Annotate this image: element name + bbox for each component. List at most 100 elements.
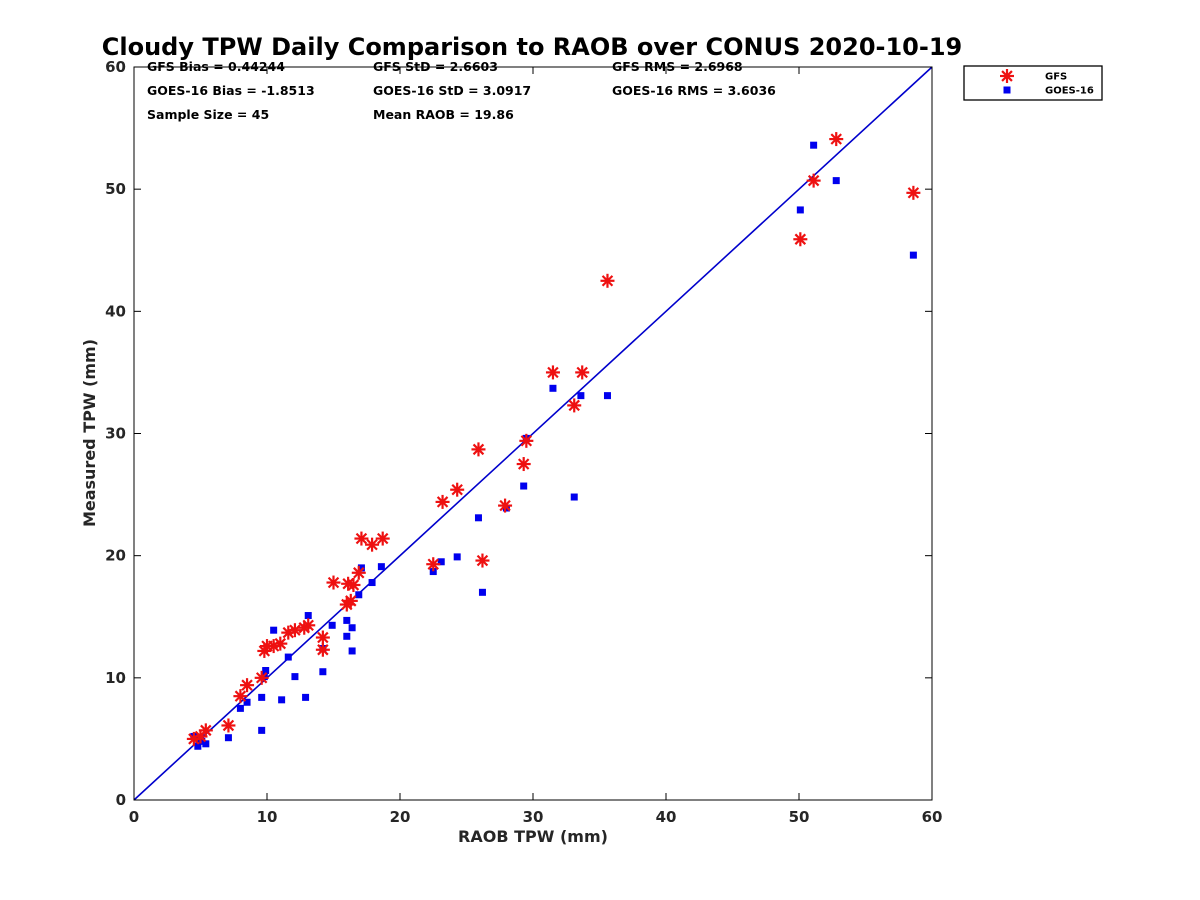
goes16-point	[236, 704, 244, 712]
goes16-point	[284, 653, 292, 661]
gfs-point	[351, 565, 366, 580]
series-gfs	[186, 132, 921, 746]
goes16-point	[202, 740, 210, 748]
gfs-point	[806, 173, 821, 188]
gfs-point	[273, 636, 288, 651]
x-tick-label: 0	[129, 808, 139, 826]
legend-box	[963, 65, 1103, 101]
gfs-point	[829, 132, 844, 147]
stat-text: Sample Size = 45	[147, 107, 269, 122]
gfs-point	[475, 553, 490, 568]
gfs-point	[567, 398, 582, 413]
goes16-point	[478, 588, 486, 596]
chart-title: Cloudy TPW Daily Comparison to RAOB over…	[102, 33, 962, 61]
goes16-point	[603, 392, 611, 400]
legend-gfs-marker	[1000, 69, 1014, 83]
goes16-point	[348, 624, 356, 632]
gfs-point	[435, 494, 450, 509]
gfs-point	[315, 642, 330, 657]
y-tick-label: 20	[105, 547, 126, 565]
axes: 0 10 20 30 40 50 60 0 10 20 30 40 50 60	[105, 58, 942, 826]
gfs-point	[575, 365, 590, 380]
stat-text: GOES-16 StD = 3.0917	[373, 83, 531, 98]
series-goes-16	[190, 141, 917, 750]
gfs-point	[254, 670, 269, 685]
goes16-point	[429, 568, 437, 576]
data-points	[186, 132, 921, 750]
gfs-point	[450, 482, 465, 497]
goes16-point	[198, 737, 206, 745]
gfs-point	[471, 442, 486, 457]
gfs-point	[198, 723, 213, 738]
goes16-point	[437, 558, 445, 566]
gfs-point	[516, 457, 531, 472]
goes16-point	[278, 696, 286, 704]
goes16-point	[319, 668, 327, 676]
stats-panel: GFS Bias = 0.44244 GFS StD = 2.6603 GFS RM…	[147, 59, 776, 122]
goes16-point	[262, 667, 270, 675]
y-tick-label: 30	[105, 425, 126, 443]
goes16-point	[832, 177, 840, 185]
y-tick-label: 60	[105, 58, 126, 76]
goes16-point	[577, 392, 585, 400]
stat-text: GOES-16 Bias = -1.8513	[147, 83, 315, 98]
goes16-point	[328, 621, 336, 629]
y-axis-label: Measured TPW (mm)	[80, 339, 99, 527]
goes16-point	[270, 626, 278, 634]
x-axis-label: RAOB TPW (mm)	[458, 827, 608, 846]
gfs-point	[354, 531, 369, 546]
goes16-point	[343, 632, 351, 640]
goes16-point	[570, 493, 578, 501]
legend-label: GFS	[1045, 72, 1067, 83]
gfs-point	[326, 575, 341, 590]
goes16-point	[368, 579, 376, 587]
goes16-point	[343, 616, 351, 624]
gfs-point	[287, 623, 302, 638]
gfs-point	[343, 593, 358, 608]
x-tick-label: 20	[390, 808, 411, 826]
goes16-point	[258, 726, 266, 734]
goes16-point	[304, 612, 312, 620]
y-tick-label: 50	[105, 180, 126, 198]
goes16-point	[377, 563, 385, 571]
goes16-point	[355, 591, 363, 599]
goes16-point	[243, 698, 251, 706]
goes16-point	[302, 693, 310, 701]
goes16-point	[258, 693, 266, 701]
goes16-point	[520, 482, 528, 490]
legend: GFS GOES-16	[963, 65, 1103, 101]
goes16-point	[474, 514, 482, 522]
gfs-point	[315, 630, 330, 645]
y-tick-label: 0	[116, 791, 126, 809]
legend-goes16-marker	[1003, 86, 1011, 94]
gfs-point	[906, 185, 921, 200]
gfs-point	[346, 577, 361, 592]
goes16-point	[810, 141, 818, 149]
goes16-point	[291, 673, 299, 681]
x-tick-label: 50	[789, 808, 810, 826]
gfs-point	[498, 498, 513, 513]
legend-label: GOES-16	[1045, 86, 1094, 97]
gfs-point	[600, 273, 615, 288]
y-tick-label: 40	[105, 302, 126, 320]
goes16-point	[453, 553, 461, 561]
goes16-point	[357, 564, 365, 572]
gfs-point	[221, 718, 236, 733]
gfs-point	[793, 232, 808, 247]
reference-line-group	[133, 66, 933, 801]
goes16-point	[796, 206, 804, 214]
gfs-point	[240, 678, 255, 693]
x-tick-label: 40	[656, 808, 677, 826]
gfs-point	[426, 557, 441, 572]
gfs-point	[233, 689, 248, 704]
goes16-point	[348, 647, 356, 655]
x-tick-label: 30	[523, 808, 544, 826]
gfs-point	[519, 433, 534, 448]
goes16-point	[549, 384, 557, 392]
goes16-point	[909, 251, 917, 259]
gfs-point	[375, 531, 390, 546]
x-tick-label: 10	[257, 808, 278, 826]
goes16-point	[224, 734, 232, 742]
x-tick-label: 60	[922, 808, 943, 826]
